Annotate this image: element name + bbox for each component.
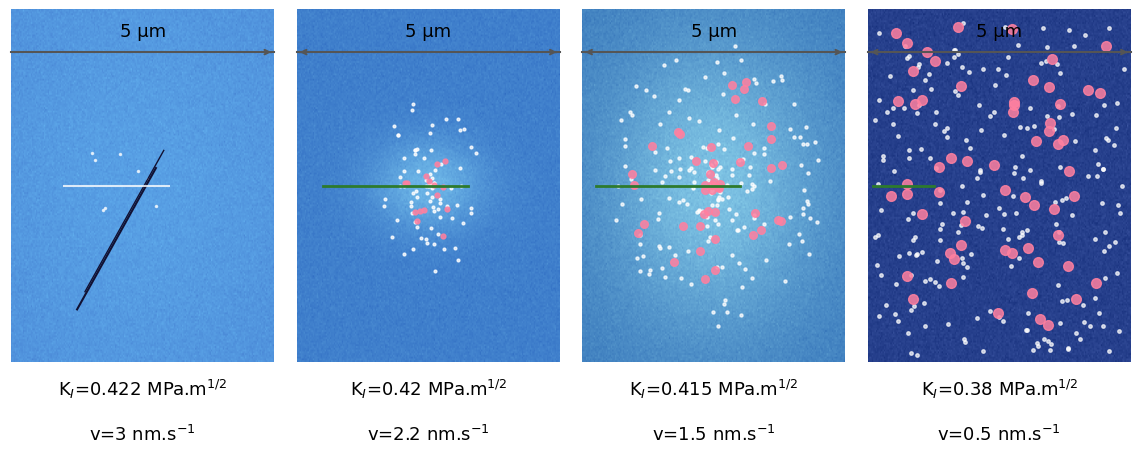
Text: K$_I$=0.38 MPa.m$^{1/2}$: K$_I$=0.38 MPa.m$^{1/2}$ [920, 378, 1078, 401]
Text: v=2.2 nm.s$^{-1}$: v=2.2 nm.s$^{-1}$ [367, 425, 490, 445]
Text: 5 μm: 5 μm [120, 23, 166, 41]
Text: v=0.5 nm.s$^{-1}$: v=0.5 nm.s$^{-1}$ [938, 425, 1061, 445]
Text: 5 μm: 5 μm [976, 23, 1022, 41]
Text: 5 μm: 5 μm [405, 23, 451, 41]
Text: v=1.5 nm.s$^{-1}$: v=1.5 nm.s$^{-1}$ [652, 425, 775, 445]
Text: K$_I$=0.415 MPa.m$^{1/2}$: K$_I$=0.415 MPa.m$^{1/2}$ [629, 378, 798, 401]
Text: 5 μm: 5 μm [691, 23, 737, 41]
Text: K$_I$=0.422 MPa.m$^{1/2}$: K$_I$=0.422 MPa.m$^{1/2}$ [58, 378, 227, 401]
Text: v=3 nm.s$^{-1}$: v=3 nm.s$^{-1}$ [89, 425, 196, 445]
Text: K$_I$=0.42 MPa.m$^{1/2}$: K$_I$=0.42 MPa.m$^{1/2}$ [349, 378, 507, 401]
